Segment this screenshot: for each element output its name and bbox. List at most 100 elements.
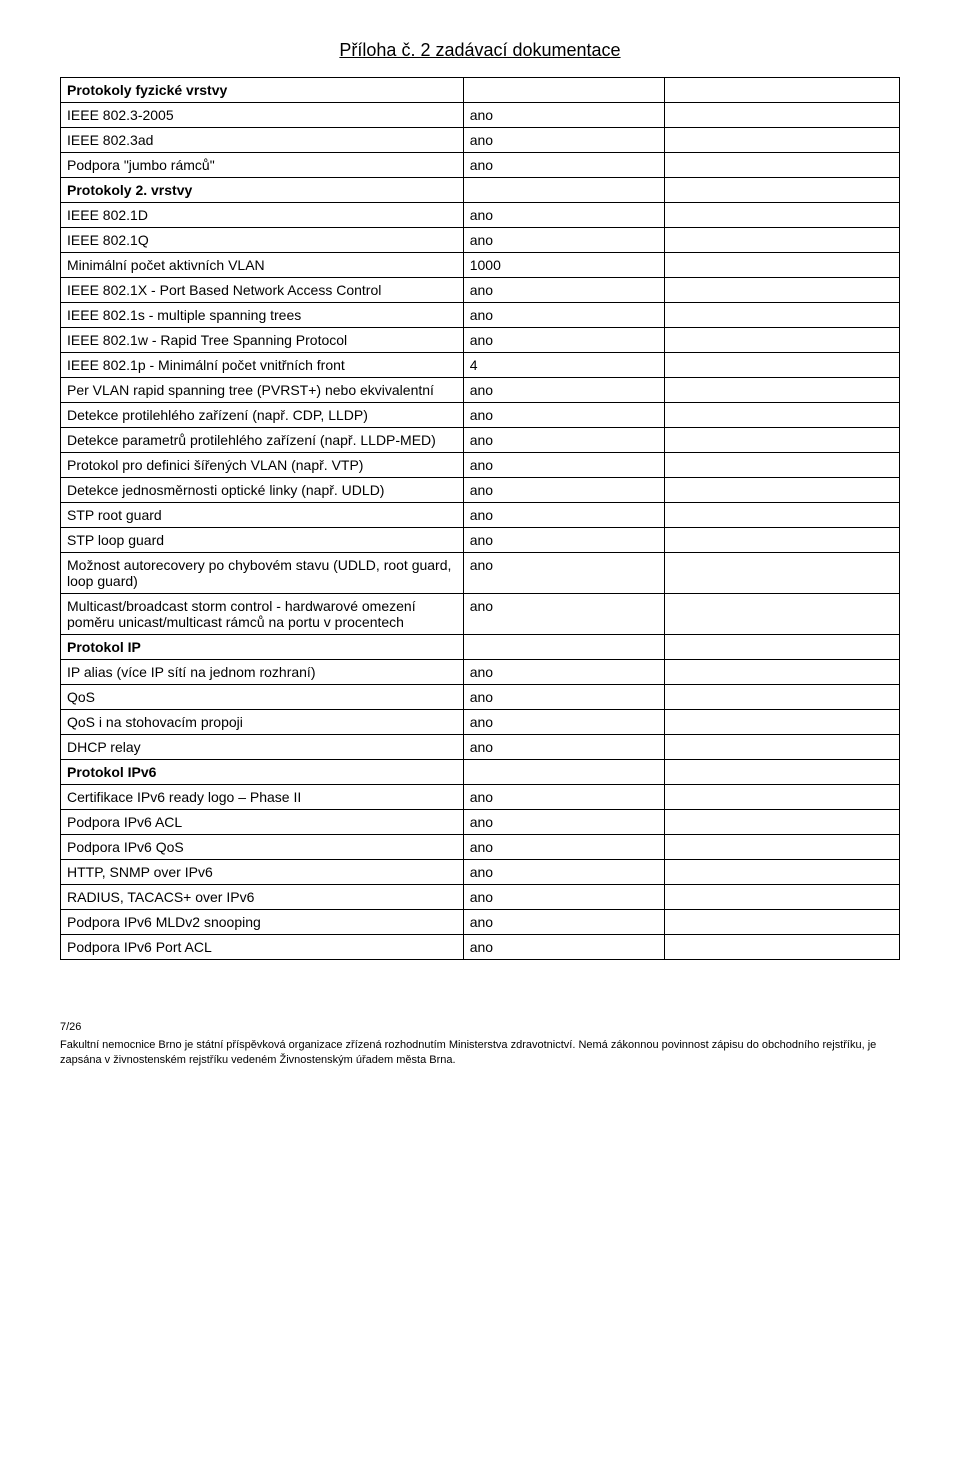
table-row: Protokol IP bbox=[61, 635, 900, 660]
table-cell: ano bbox=[463, 835, 664, 860]
table-cell: Podpora IPv6 MLDv2 snooping bbox=[61, 910, 464, 935]
table-row: IEEE 802.1p - Minimální počet vnitřních … bbox=[61, 353, 900, 378]
table-cell bbox=[665, 203, 900, 228]
table-cell: ano bbox=[463, 378, 664, 403]
table-cell: Certifikace IPv6 ready logo – Phase II bbox=[61, 785, 464, 810]
table-cell: IEEE 802.1w - Rapid Tree Spanning Protoc… bbox=[61, 328, 464, 353]
table-cell: ano bbox=[463, 453, 664, 478]
table-cell bbox=[665, 660, 900, 685]
table-cell bbox=[665, 885, 900, 910]
table-cell bbox=[665, 153, 900, 178]
table-cell: ano bbox=[463, 153, 664, 178]
table-cell: IEEE 802.1p - Minimální počet vnitřních … bbox=[61, 353, 464, 378]
table-cell bbox=[665, 428, 900, 453]
table-row: Možnost autorecovery po chybovém stavu (… bbox=[61, 553, 900, 594]
table-cell bbox=[665, 785, 900, 810]
table-cell bbox=[665, 228, 900, 253]
table-cell: ano bbox=[463, 910, 664, 935]
table-cell bbox=[665, 278, 900, 303]
table-cell: ano bbox=[463, 735, 664, 760]
table-cell bbox=[665, 835, 900, 860]
table-cell: ano bbox=[463, 403, 664, 428]
table-row: STP loop guardano bbox=[61, 528, 900, 553]
table-cell bbox=[665, 103, 900, 128]
table-cell bbox=[665, 453, 900, 478]
table-cell: Protokoly fyzické vrstvy bbox=[61, 78, 464, 103]
spec-table: Protokoly fyzické vrstvyIEEE 802.3-2005a… bbox=[60, 77, 900, 960]
table-cell: STP root guard bbox=[61, 503, 464, 528]
table-row: Podpora IPv6 Port ACLano bbox=[61, 935, 900, 960]
table-cell: ano bbox=[463, 710, 664, 735]
table-cell: Protokoly 2. vrstvy bbox=[61, 178, 464, 203]
table-cell: IEEE 802.1s - multiple spanning trees bbox=[61, 303, 464, 328]
table-cell: ano bbox=[463, 785, 664, 810]
table-cell: ano bbox=[463, 553, 664, 594]
table-cell bbox=[665, 303, 900, 328]
table-cell: IEEE 802.3-2005 bbox=[61, 103, 464, 128]
table-cell: IEEE 802.1X - Port Based Network Access … bbox=[61, 278, 464, 303]
table-cell: ano bbox=[463, 278, 664, 303]
table-row: Detekce protilehlého zařízení (např. CDP… bbox=[61, 403, 900, 428]
table-cell: ano bbox=[463, 503, 664, 528]
table-row: QoS i na stohovacím propojiano bbox=[61, 710, 900, 735]
table-cell: ano bbox=[463, 103, 664, 128]
table-cell bbox=[665, 503, 900, 528]
table-cell: Podpora IPv6 ACL bbox=[61, 810, 464, 835]
table-row: HTTP, SNMP over IPv6ano bbox=[61, 860, 900, 885]
table-cell: Možnost autorecovery po chybovém stavu (… bbox=[61, 553, 464, 594]
table-cell: ano bbox=[463, 885, 664, 910]
table-cell bbox=[665, 685, 900, 710]
table-cell bbox=[665, 378, 900, 403]
table-row: IEEE 802.1Dano bbox=[61, 203, 900, 228]
table-cell: DHCP relay bbox=[61, 735, 464, 760]
table-cell bbox=[665, 528, 900, 553]
table-row: IP alias (více IP sítí na jednom rozhran… bbox=[61, 660, 900, 685]
table-row: IEEE 802.1s - multiple spanning treesano bbox=[61, 303, 900, 328]
table-cell: ano bbox=[463, 478, 664, 503]
table-cell: RADIUS, TACACS+ over IPv6 bbox=[61, 885, 464, 910]
table-cell: ano bbox=[463, 428, 664, 453]
table-cell: ano bbox=[463, 935, 664, 960]
table-cell: Podpora IPv6 Port ACL bbox=[61, 935, 464, 960]
document-page: Příloha č. 2 zadávací dokumentace Protok… bbox=[0, 0, 960, 1087]
table-cell: IP alias (více IP sítí na jednom rozhran… bbox=[61, 660, 464, 685]
table-cell: Protokol IP bbox=[61, 635, 464, 660]
table-cell bbox=[665, 594, 900, 635]
table-cell: ano bbox=[463, 860, 664, 885]
table-row: Podpora IPv6 ACLano bbox=[61, 810, 900, 835]
table-cell bbox=[665, 635, 900, 660]
table-row: Per VLAN rapid spanning tree (PVRST+) ne… bbox=[61, 378, 900, 403]
table-row: Podpora IPv6 QoSano bbox=[61, 835, 900, 860]
page-footer: 7/26 Fakultní nemocnice Brno je státní p… bbox=[60, 1020, 900, 1067]
table-row: Certifikace IPv6 ready logo – Phase IIan… bbox=[61, 785, 900, 810]
table-cell bbox=[665, 553, 900, 594]
table-cell: ano bbox=[463, 660, 664, 685]
table-cell bbox=[665, 710, 900, 735]
table-cell bbox=[463, 760, 664, 785]
table-cell: Protokol pro definici šířených VLAN (nap… bbox=[61, 453, 464, 478]
table-row: Protokoly 2. vrstvy bbox=[61, 178, 900, 203]
table-cell: IEEE 802.1D bbox=[61, 203, 464, 228]
table-cell bbox=[463, 178, 664, 203]
table-row: IEEE 802.1w - Rapid Tree Spanning Protoc… bbox=[61, 328, 900, 353]
table-cell bbox=[665, 128, 900, 153]
table-cell bbox=[665, 760, 900, 785]
table-cell: Detekce parametrů protilehlého zařízení … bbox=[61, 428, 464, 453]
table-row: Protokol IPv6 bbox=[61, 760, 900, 785]
table-cell bbox=[665, 810, 900, 835]
table-cell: ano bbox=[463, 810, 664, 835]
table-row: IEEE 802.3adano bbox=[61, 128, 900, 153]
table-cell bbox=[665, 328, 900, 353]
table-cell: ano bbox=[463, 685, 664, 710]
table-row: STP root guardano bbox=[61, 503, 900, 528]
table-row: IEEE 802.3-2005ano bbox=[61, 103, 900, 128]
table-row: Multicast/broadcast storm control - hard… bbox=[61, 594, 900, 635]
footer-text: Fakultní nemocnice Brno je státní příspě… bbox=[60, 1038, 900, 1067]
table-row: IEEE 802.1Qano bbox=[61, 228, 900, 253]
table-row: Podpora IPv6 MLDv2 snoopingano bbox=[61, 910, 900, 935]
table-cell: ano bbox=[463, 303, 664, 328]
table-row: Detekce jednosměrnosti optické linky (na… bbox=[61, 478, 900, 503]
table-cell: Protokol IPv6 bbox=[61, 760, 464, 785]
table-cell: Podpora IPv6 QoS bbox=[61, 835, 464, 860]
table-cell: ano bbox=[463, 203, 664, 228]
